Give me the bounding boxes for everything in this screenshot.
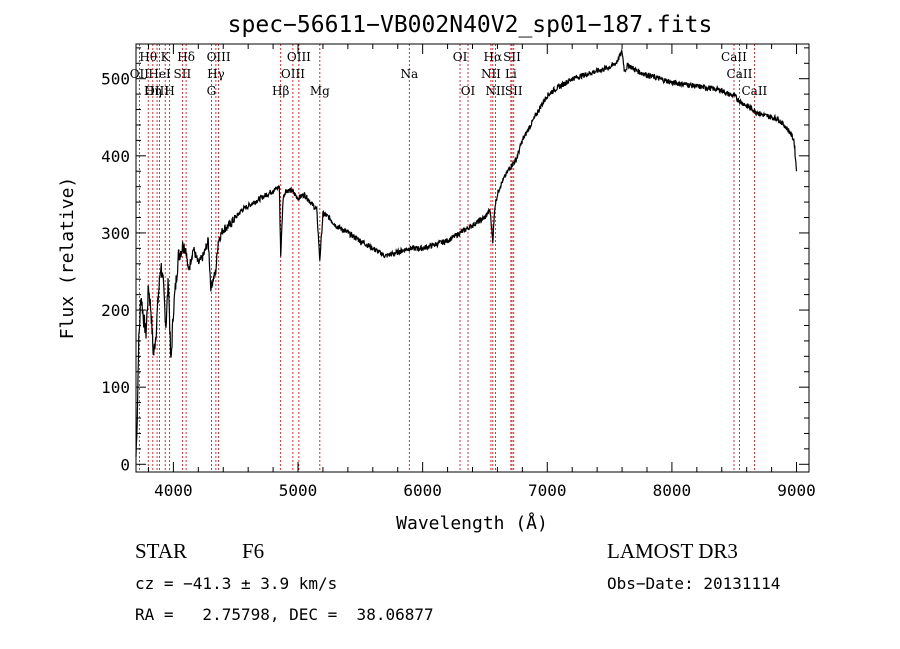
coordinates: RA = 2.75798, DEC = 38.06877 — [135, 605, 434, 624]
x-tick-label-6000: 6000 — [403, 481, 442, 500]
y-axis-label: Flux (relative) — [57, 177, 78, 340]
y-tick-label-400: 400 — [101, 147, 130, 166]
marker-label-6: H — [164, 84, 174, 98]
marker-label-13: OIII — [281, 67, 305, 81]
marker-label-25: CaII — [721, 50, 747, 64]
y-tick-label-200: 200 — [101, 301, 130, 320]
marker-label-12: Hβ — [272, 84, 289, 98]
marker-label-24: SII — [505, 84, 523, 98]
marker-label-21: NII — [485, 84, 505, 98]
observation-date: Obs−Date: 20131114 — [607, 574, 781, 593]
marker-label-9: OIII — [207, 50, 231, 64]
x-tick-label-5000: 5000 — [279, 481, 318, 500]
marker-label-5: K — [161, 50, 171, 64]
x-tick-label-9000: 9000 — [777, 481, 816, 500]
marker-label-26: CaII — [727, 67, 753, 81]
marker-label-17: OI — [453, 50, 468, 64]
y-axis-ticks: 0 100 200 300 400 500 — [101, 47, 809, 474]
x-tick-label-4000: 4000 — [154, 481, 193, 500]
marker-label-22: SII — [503, 50, 521, 64]
x-tick-label-8000: 8000 — [653, 481, 692, 500]
object-subclass: F6 — [242, 539, 265, 563]
object-class: STAR — [135, 539, 187, 563]
marker-label-2: OIII — [145, 84, 169, 98]
marker-label-0: Hθ — [139, 50, 157, 64]
marker-label-11: G — [207, 84, 217, 98]
y-tick-label-300: 300 — [101, 224, 130, 243]
y-tick-label-500: 500 — [101, 70, 130, 89]
marker-label-8: Hδ — [177, 50, 195, 64]
marker-label-18: OI — [461, 84, 476, 98]
marker-label-1: OII — [130, 67, 150, 81]
marker-label-20: NII — [481, 67, 501, 81]
marker-label-23: Li — [505, 67, 517, 81]
x-axis-label: Wavelength (Å) — [396, 512, 548, 534]
marker-label-19: Hα — [484, 50, 503, 64]
marker-label-14: OIII — [287, 50, 311, 64]
chart-title: spec−56611−VB002N40V2_sp01−187.fits — [228, 12, 713, 38]
marker-label-15: Mg — [310, 84, 330, 98]
marker-label-16: Na — [400, 67, 418, 81]
marker-label-4: HeI — [148, 67, 171, 81]
redshift-velocity: cz = −41.3 ± 3.9 km/s — [135, 574, 338, 593]
y-tick-label-0: 0 — [120, 455, 130, 474]
marker-label-3: Hη — [144, 84, 162, 98]
spectrum-series-line — [135, 48, 798, 457]
plot-frame — [135, 43, 810, 473]
marker-label-10: Hγ — [207, 67, 225, 81]
marker-label-27: CaII — [741, 84, 767, 98]
x-axis-ticks: 4000 5000 6000 7000 8000 9000 — [147, 44, 816, 500]
y-tick-label-100: 100 — [101, 378, 130, 397]
emission-line-markers — [138, 44, 755, 472]
marker-label-7: SII — [174, 67, 192, 81]
survey-name: LAMOST DR3 — [607, 539, 738, 563]
x-tick-label-7000: 7000 — [528, 481, 567, 500]
